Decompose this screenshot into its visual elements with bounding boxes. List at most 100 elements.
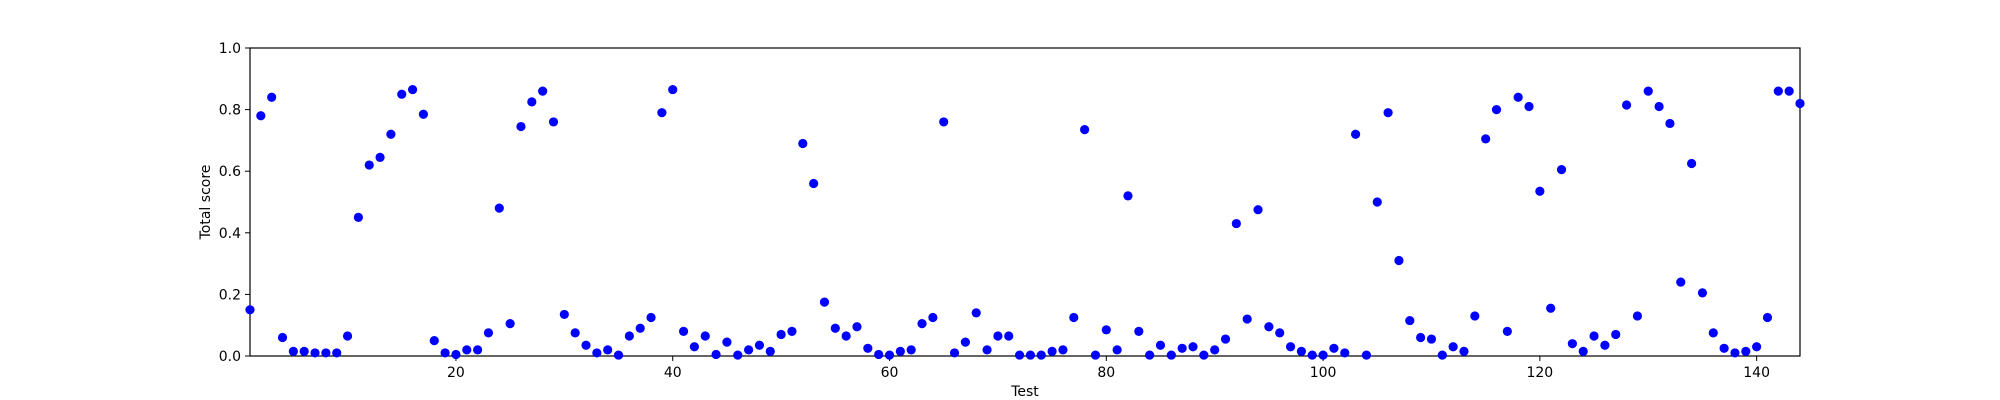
data-point <box>1264 322 1274 332</box>
data-point <box>1123 191 1133 201</box>
data-point <box>375 152 385 162</box>
data-point <box>1242 314 1252 324</box>
data-point <box>765 346 775 356</box>
data-point <box>939 117 949 127</box>
data-point <box>1459 346 1469 356</box>
data-point <box>1589 331 1599 341</box>
data-point <box>548 117 559 127</box>
data-point <box>635 323 645 333</box>
data-point <box>1350 129 1361 139</box>
data-point <box>1253 205 1263 215</box>
data-point <box>852 322 862 332</box>
data-point <box>1632 311 1643 321</box>
data-point <box>863 343 873 353</box>
data-point <box>1600 340 1610 350</box>
data-point <box>1481 134 1491 144</box>
data-point <box>971 308 981 318</box>
data-point <box>1080 125 1090 135</box>
x-axis: 20 40 60 80 100 120 140 <box>447 356 1770 381</box>
data-point <box>1101 325 1111 335</box>
data-points <box>245 84 1805 360</box>
data-point <box>1665 118 1675 129</box>
data-point <box>364 160 374 170</box>
y-axis: 0.0 0.2 0.4 0.6 0.8 1.0 <box>219 41 250 365</box>
data-point <box>711 349 721 360</box>
data-point <box>473 345 483 355</box>
data-point <box>722 337 732 347</box>
data-point <box>1676 277 1686 287</box>
data-point <box>1546 303 1556 313</box>
data-point <box>1426 334 1437 344</box>
data-point <box>744 345 754 355</box>
data-point <box>1361 350 1372 360</box>
y-axis-label: Total score <box>198 165 214 241</box>
data-point <box>1188 342 1198 352</box>
data-point <box>1329 343 1339 353</box>
data-point <box>1394 255 1404 266</box>
data-point <box>1437 350 1447 360</box>
data-point <box>678 326 689 336</box>
data-point <box>1004 331 1014 341</box>
data-point <box>353 212 363 222</box>
data-point <box>1491 105 1502 115</box>
data-point <box>505 319 515 329</box>
data-point <box>776 329 786 340</box>
data-point <box>342 331 353 341</box>
x-tick-label: 20 <box>447 365 465 381</box>
data-point <box>1405 315 1415 326</box>
data-point <box>592 348 602 358</box>
data-point <box>1036 350 1046 360</box>
data-point <box>917 319 927 329</box>
data-point <box>1535 186 1545 196</box>
data-point <box>429 336 439 346</box>
y-tick-label: 0.0 <box>219 349 241 365</box>
data-point <box>1687 158 1697 169</box>
data-point <box>332 348 342 358</box>
data-point <box>462 345 472 355</box>
data-point <box>895 346 905 356</box>
data-point <box>1069 312 1079 323</box>
data-point <box>321 348 331 358</box>
y-tick-label: 0.6 <box>219 164 241 180</box>
data-point <box>646 312 656 323</box>
data-point <box>809 178 819 189</box>
x-tick-label: 80 <box>1097 365 1115 381</box>
x-tick-label: 120 <box>1526 365 1553 381</box>
data-point <box>386 129 396 139</box>
x-tick-label: 40 <box>664 365 682 381</box>
y-tick-label: 0.4 <box>219 226 241 242</box>
data-point <box>613 350 624 360</box>
data-point <box>982 345 992 355</box>
data-point <box>1372 197 1382 207</box>
data-point <box>1621 100 1632 110</box>
y-tick-label: 1.0 <box>219 41 241 57</box>
data-point <box>1307 350 1317 360</box>
y-tick-label: 0.8 <box>219 103 241 119</box>
data-point <box>494 203 504 213</box>
data-point <box>299 346 309 356</box>
data-point <box>559 309 569 320</box>
data-point <box>1741 346 1751 356</box>
data-point <box>1752 342 1762 352</box>
data-point <box>267 92 277 102</box>
data-point <box>787 326 797 336</box>
data-point <box>603 345 613 355</box>
data-point <box>884 350 895 360</box>
data-point <box>1773 86 1783 96</box>
data-point <box>1047 346 1057 356</box>
data-point <box>841 331 851 341</box>
data-point <box>310 348 320 358</box>
data-point <box>581 340 591 350</box>
data-point <box>570 328 580 338</box>
data-point <box>538 86 548 96</box>
x-tick-label: 100 <box>1310 365 1337 381</box>
data-point <box>928 312 938 323</box>
data-point <box>1762 312 1773 323</box>
data-point <box>1513 92 1523 102</box>
data-point <box>830 323 840 333</box>
data-point <box>1177 343 1187 353</box>
data-point <box>256 111 266 121</box>
data-point <box>1340 348 1350 358</box>
data-point <box>1285 342 1296 352</box>
